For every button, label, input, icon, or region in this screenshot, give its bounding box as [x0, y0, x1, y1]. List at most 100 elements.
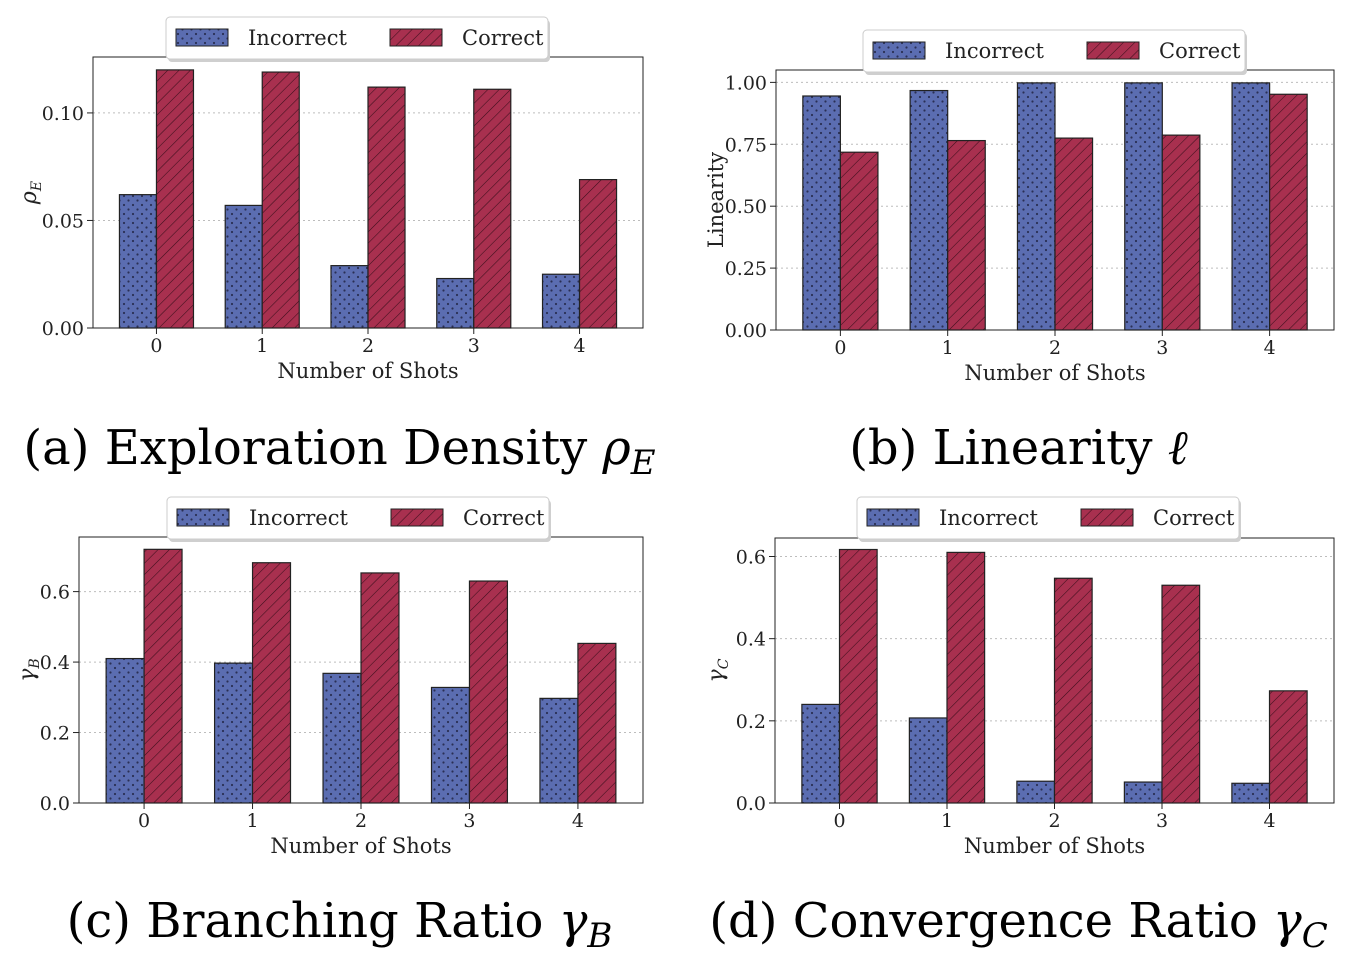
- y-axis-label: γC: [704, 658, 732, 682]
- bar-correct-3: [468, 580, 509, 804]
- bar-incorrect-1: [909, 89, 949, 331]
- x-tick-label: 2: [1048, 810, 1060, 832]
- bar-incorrect-4: [539, 697, 579, 804]
- legend-swatch-correct: [1086, 41, 1140, 60]
- caption-b: (b) Linearity ℓ: [679, 420, 1358, 483]
- caption-d-symbol: γ: [1273, 893, 1302, 949]
- x-tick-label: 2: [362, 335, 374, 357]
- y-tick-label: 0.6: [40, 582, 70, 604]
- legend-label-correct: Correct: [1159, 39, 1241, 63]
- y-tick-label: 0.0: [40, 793, 70, 815]
- caption-b-text: (b) Linearity: [849, 420, 1153, 476]
- chart-branching-ratio: 0.0 0.2 0.4 0.6 0 1 2 3 4 Number of Shots γB Incorr…: [15, 496, 644, 858]
- bar-incorrect-2: [1016, 780, 1056, 804]
- y-tick-label: 0.25: [725, 258, 767, 280]
- legend-label-incorrect: Incorrect: [249, 506, 348, 530]
- bar-correct-2: [360, 572, 400, 804]
- legend-swatch-correct: [390, 508, 444, 527]
- caption-a-text: (a) Exploration Density: [23, 420, 588, 476]
- bar-correct-1: [946, 551, 986, 804]
- caption-a-symbol: ρ: [602, 420, 631, 476]
- bar-incorrect-3: [1124, 82, 1163, 331]
- legend-label-correct: Correct: [462, 26, 544, 50]
- legend: Incorrect Correct: [165, 16, 550, 62]
- bar-incorrect-4: [541, 273, 581, 329]
- chart-linearity: 0.00 0.25 0.50 0.75 1.00 0 1 2 3 4 Number of Shots…: [704, 29, 1335, 385]
- bar-incorrect-0: [801, 703, 841, 804]
- y-tick-label: 1.00: [725, 72, 767, 94]
- y-tick-label: 0.10: [42, 103, 84, 125]
- caption-c-subscript: B: [587, 916, 613, 956]
- x-tick-label: 4: [1264, 337, 1276, 359]
- legend-label-incorrect: Incorrect: [945, 39, 1044, 63]
- bar-incorrect-0: [802, 95, 841, 331]
- bar-incorrect-1: [213, 662, 254, 804]
- y-axis-label: ρE: [17, 181, 45, 205]
- panel-b-linearity: 0.00 0.25 0.50 0.75 1.00 0 1 2 3 4 Number of Shots…: [679, 0, 1358, 481]
- bar-correct-4: [1268, 690, 1308, 804]
- x-tick-label: 0: [138, 810, 150, 832]
- caption-a-subscript: E: [630, 443, 656, 483]
- legend-swatch-incorrect: [176, 508, 230, 527]
- bar-correct-0: [839, 151, 879, 331]
- x-tick-label: 1: [941, 810, 953, 832]
- y-tick-label: 0.4: [40, 652, 70, 674]
- y-tick-label: 0.05: [42, 210, 84, 232]
- x-tick-label: 0: [834, 337, 846, 359]
- x-tick-label: 1: [246, 810, 258, 832]
- y-tick-label: 0.50: [725, 196, 767, 218]
- x-tick-label: 3: [468, 335, 480, 357]
- bar-incorrect-2: [322, 672, 362, 804]
- legend-swatch-incorrect: [866, 508, 920, 527]
- bar-correct-3: [473, 88, 512, 329]
- legend-label-incorrect: Incorrect: [248, 26, 347, 50]
- x-tick-label: 3: [463, 810, 475, 832]
- caption-d: (d) Convergence Ratio γC: [679, 893, 1358, 956]
- bar-incorrect-1: [908, 717, 948, 804]
- y-tick-label: 0.4: [736, 629, 766, 651]
- bar-incorrect-4: [1231, 782, 1271, 804]
- y-tick-label: 0.2: [736, 711, 766, 733]
- bar-correct-0: [838, 548, 878, 804]
- x-axis-label: Number of Shots: [277, 359, 458, 383]
- bar-correct-3: [1161, 134, 1201, 331]
- bar-incorrect-3: [436, 277, 475, 329]
- bar-incorrect-2: [330, 265, 369, 329]
- bar-incorrect-0: [118, 194, 158, 329]
- x-tick-label: 2: [1049, 337, 1061, 359]
- legend: Incorrect Correct: [856, 496, 1241, 542]
- y-tick-label: 0.0: [736, 793, 766, 815]
- bar-correct-1: [251, 562, 292, 804]
- x-axis-label: Number of Shots: [964, 361, 1145, 385]
- y-tick-label: 0.00: [725, 320, 767, 342]
- legend-swatch-incorrect: [872, 41, 926, 60]
- panel-c-branching-ratio: 0.0 0.2 0.4 0.6 0 1 2 3 4 Number of Shots γB Incorr…: [0, 481, 679, 962]
- x-tick-label: 3: [1156, 810, 1168, 832]
- bar-correct-4: [577, 642, 617, 804]
- caption-c-symbol: γ: [558, 893, 588, 949]
- legend-swatch-correct: [389, 28, 443, 47]
- bar-correct-2: [1053, 577, 1093, 804]
- x-axis-label: Number of Shots: [270, 834, 451, 858]
- x-tick-label: 0: [150, 335, 162, 357]
- bar-correct-0: [155, 69, 195, 329]
- bar-correct-0: [143, 548, 183, 804]
- legend-swatch-incorrect: [175, 28, 229, 47]
- bar-correct-3: [1161, 584, 1201, 804]
- bar-correct-1: [261, 71, 300, 329]
- x-tick-label: 2: [355, 810, 367, 832]
- x-tick-label: 1: [942, 337, 954, 359]
- y-tick-label: 0.75: [725, 134, 767, 156]
- legend: Incorrect Correct: [862, 29, 1247, 75]
- x-tick-label: 1: [256, 335, 268, 357]
- y-tick-label: 0.00: [42, 318, 84, 340]
- legend-label-incorrect: Incorrect: [939, 506, 1038, 530]
- bar-incorrect-4: [1231, 82, 1271, 331]
- panel-d-convergence-ratio: 0.0 0.2 0.4 0.6 0 1 2 3 4 Number of Shots γC Incorr…: [679, 481, 1358, 962]
- caption-c: (c) Branching Ratio γB: [0, 893, 679, 956]
- bar-incorrect-3: [430, 686, 471, 804]
- x-tick-label: 4: [1263, 810, 1275, 832]
- x-tick-label: 3: [1156, 337, 1168, 359]
- chart-exploration-density: 0.00 0.05 0.10 0 1 2 3 4 Number of Shots ρE Incorr…: [17, 16, 644, 383]
- legend-swatch-correct: [1080, 508, 1134, 527]
